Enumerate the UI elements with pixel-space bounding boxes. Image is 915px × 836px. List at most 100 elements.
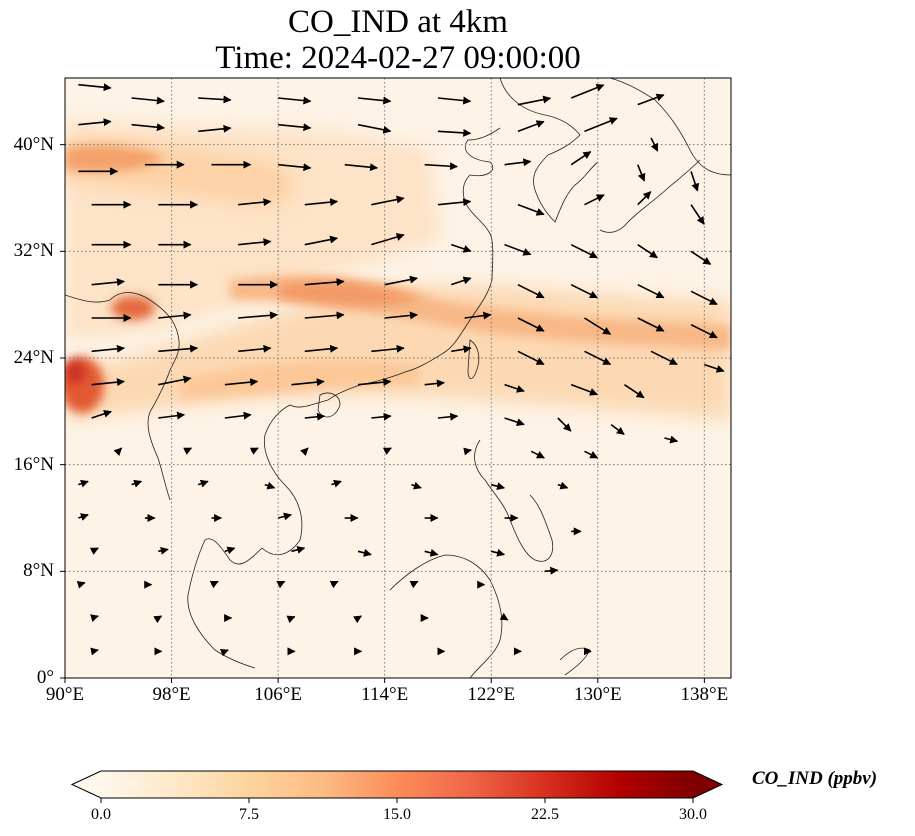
lat-tick-label: 8°N (23, 560, 54, 582)
wind-vector (91, 344, 125, 353)
wind-vector (238, 344, 272, 353)
wind-vector (584, 450, 599, 459)
wind-vector (304, 311, 345, 320)
wind-vector (304, 344, 339, 353)
axis-ticks (60, 144, 705, 683)
wind-vector (344, 163, 379, 172)
wind-vector (570, 383, 598, 396)
wind-vector (264, 481, 276, 490)
wind-vector (517, 317, 545, 332)
wind-vector (411, 481, 422, 490)
wind-vector (224, 378, 259, 387)
wind-vector (238, 198, 272, 207)
wind-vector (357, 96, 392, 105)
wind-vector (504, 243, 532, 256)
wind-vector (91, 409, 112, 419)
colorbar-tick-label: 15.0 (383, 806, 411, 823)
wind-vector (637, 93, 665, 106)
wind-vector (153, 615, 163, 624)
wind-vector (637, 283, 665, 299)
wind-vector (557, 481, 569, 490)
colorbar-tick-label: 30.0 (679, 806, 707, 823)
wind-vector (291, 378, 325, 387)
wind-vector (78, 479, 89, 488)
wind-vector (570, 243, 598, 259)
wind-vector (78, 83, 112, 92)
wind-vector (158, 546, 169, 555)
wind-vector (504, 383, 525, 393)
wind-vector (371, 344, 405, 353)
lat-tick-label: 16°N (13, 453, 54, 475)
plume-hotspot-west-core (65, 360, 85, 384)
coastline-myanmar (147, 369, 171, 501)
wind-vector (637, 164, 646, 182)
wind-vector (623, 384, 645, 399)
coastline-malay-peninsula (187, 538, 263, 669)
wind-vector (570, 83, 605, 99)
wind-vector (504, 417, 525, 427)
wind-vector (113, 447, 123, 457)
wind-vector (451, 345, 472, 354)
wind-vector (637, 191, 652, 206)
coastline-bay-bengal-north (65, 292, 180, 371)
lon-tick-label: 90°E (45, 684, 85, 705)
wind-vector (690, 323, 718, 339)
lat-tick-label: 24°N (13, 347, 54, 368)
plume-north-core (65, 145, 165, 172)
wind-vector-layer (76, 83, 725, 657)
wind-vector (291, 545, 306, 554)
wind-vector (353, 615, 362, 624)
wind-vector (331, 479, 342, 488)
colorbar (70, 770, 724, 803)
wind-vector (530, 450, 545, 459)
wind-vector (276, 580, 286, 589)
wind-vector (517, 283, 545, 299)
wind-vector (584, 317, 612, 335)
wind-vector (90, 647, 99, 656)
wind-vector (570, 151, 592, 166)
coastline-japan-south (599, 159, 701, 233)
wind-vector (544, 566, 559, 575)
wind-vector (690, 171, 700, 192)
wind-vector (90, 614, 99, 622)
wind-vector (219, 648, 229, 657)
wind-vector (424, 548, 439, 557)
wind-vector (570, 283, 598, 299)
colorbar-min-extension (72, 771, 101, 798)
coastline-layer (65, 78, 731, 678)
wind-vector (91, 278, 125, 287)
lat-tick-label: 40°N (13, 133, 54, 155)
wind-vector (437, 198, 472, 207)
wind-vector (650, 137, 659, 152)
wind-vector (304, 278, 345, 287)
wind-vector (183, 447, 193, 455)
lon-tick-label: 138°E (680, 684, 729, 705)
map-time-subtitle: Time: 2024-02-27 09:00:00 (215, 40, 581, 76)
wind-vector (463, 447, 472, 456)
wind-vector (637, 317, 665, 332)
wind-vector (424, 379, 445, 388)
wind-vector (158, 375, 192, 386)
wind-vector (158, 344, 199, 353)
coastline-china-east (327, 127, 501, 401)
lon-tick-label: 98°E (152, 684, 191, 705)
wind-vector (557, 417, 572, 432)
wind-vector (384, 311, 418, 320)
wind-vector (357, 548, 372, 557)
wind-vector (91, 378, 125, 387)
wind-vector (690, 290, 718, 306)
wind-vector (517, 350, 545, 366)
lat-tick-label: 32°N (13, 240, 54, 262)
wind-vector (286, 615, 296, 624)
wind-vector (371, 195, 405, 206)
wind-vector (278, 123, 312, 132)
wind-vector (584, 350, 612, 366)
plume-south-china-band (180, 360, 420, 400)
coastline-borneo (389, 554, 503, 678)
colorbar-label: CO_IND (ppbv) (752, 768, 878, 789)
wind-vector (131, 479, 143, 488)
map-title: CO_IND at 4km (288, 4, 508, 40)
wind-vector (131, 123, 165, 132)
wind-vector (197, 479, 209, 488)
